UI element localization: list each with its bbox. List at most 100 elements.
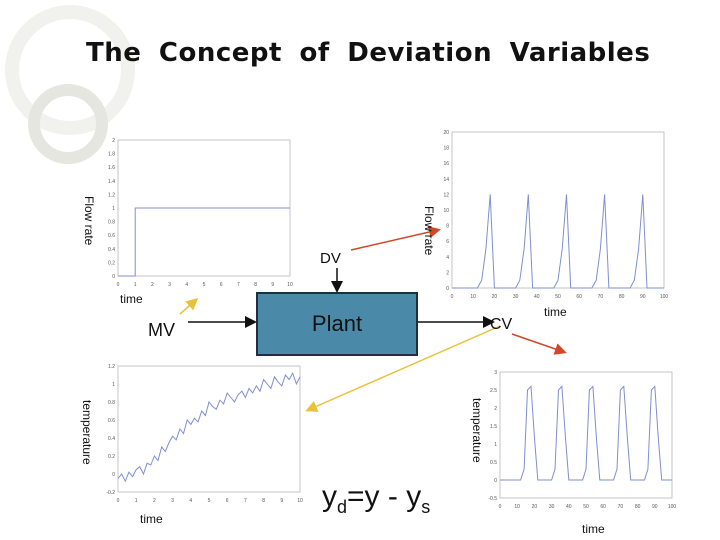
y-tick-label: 18: [443, 146, 449, 152]
mv-step-chart: 0 1 2 3 4 5 6 7 8 9 10 0 0.2 0.4 0.6 0.8 1 1.2 1.4 1.6 1.8 2: [108, 138, 293, 288]
y-tick-label: 1: [112, 382, 115, 388]
x-tick-label: 4: [185, 282, 188, 288]
x-tick-label: 10: [470, 294, 476, 300]
x-tick-label: 9: [280, 498, 283, 504]
x-tick-label: 40: [534, 294, 540, 300]
y-tick-label: 0: [112, 274, 115, 280]
x-tick-label: 80: [619, 294, 625, 300]
equation-mid: =y - y: [347, 480, 422, 513]
x-tick-label: 8: [254, 282, 257, 288]
x-tick-label: 70: [618, 504, 624, 510]
y-tick-label: 0: [446, 286, 449, 292]
temperature-label-right: temperature: [470, 398, 484, 463]
y-tick-label: 1.2: [108, 192, 115, 198]
time-label-mv: time: [120, 292, 143, 306]
series-line-dv_pulses: [452, 194, 664, 289]
x-tick-label: 60: [576, 294, 582, 300]
x-tick-label: 7: [244, 498, 247, 504]
plot-frame-3: [499, 371, 673, 499]
x-tick-label: 20: [532, 504, 538, 510]
x-tick-label: 80: [635, 504, 641, 510]
equation-sub-s: s: [421, 497, 431, 517]
decorative-ring-small: [28, 84, 108, 164]
flow-rate-label-left: Flow rate: [82, 196, 96, 246]
cv-label: CV: [490, 316, 513, 333]
x-tick-label: 90: [652, 504, 658, 510]
y-tick-label: 2.5: [490, 388, 497, 394]
x-tick-label: 0: [117, 498, 120, 504]
decorative-ring-large: [5, 5, 135, 135]
x-tick-label: 3: [168, 282, 171, 288]
x-tick-label: 6: [226, 498, 229, 504]
y-tick-label: 1: [494, 442, 497, 448]
x-tick-label: 1: [134, 282, 137, 288]
y-tick-label: 0.6: [108, 418, 115, 424]
x-tick-label: 10: [287, 282, 293, 288]
plant-label: Plant: [311, 311, 363, 336]
y-tick-label: 2: [112, 138, 115, 144]
cv-response-chart: 0 1 2 3 4 5 6 7 8 9 10-0.200.20.40.60.811.2: [106, 364, 303, 504]
y-tick-label: 16: [443, 161, 449, 167]
x-tick-label: 60: [600, 504, 606, 510]
x-tick-label: 5: [203, 282, 206, 288]
mv-label: MV: [148, 320, 175, 340]
y-tick-label: 0: [494, 478, 497, 484]
y-tick-label: 1.6: [108, 165, 115, 171]
x-tick-label: 6: [220, 282, 223, 288]
y-tick-label: 0.2: [108, 260, 115, 266]
y-tick-label: -0.5: [488, 496, 497, 502]
series-line-cv_deviation: [500, 385, 672, 481]
y-tick-label: 3: [494, 370, 497, 376]
x-tick-label: 1: [135, 498, 138, 504]
series-line-cv_response_noisy: [117, 371, 301, 483]
x-tick-label: 3: [171, 498, 174, 504]
plot-frame-2: [117, 365, 301, 493]
deviation-equation: yd=y - ys: [322, 480, 430, 518]
y-tick-label: 1: [112, 206, 115, 212]
x-tick-label: 100: [668, 504, 677, 510]
cv-deviation-chart: 0 10 20 30 40 50 60 70 80 90 100-0.500.511.522.53: [488, 370, 677, 510]
y-tick-label: -0.2: [106, 490, 115, 496]
time-label-dv: time: [544, 305, 567, 319]
y-tick-label: 4: [446, 255, 449, 261]
y-tick-label: 0: [112, 472, 115, 478]
y-tick-label: 0.2: [108, 454, 115, 460]
x-tick-label: 30: [513, 294, 519, 300]
y-tick-label: 6: [446, 239, 449, 245]
y-tick-label: 8: [446, 224, 449, 230]
x-tick-label: 7: [237, 282, 240, 288]
y-tick-label: 12: [443, 192, 449, 198]
y-tick-label: 0.8: [108, 220, 115, 226]
x-tick-label: 0: [451, 294, 454, 300]
x-tick-label: 20: [492, 294, 498, 300]
x-tick-label: 9: [271, 282, 274, 288]
equation-sub-d: d: [337, 497, 348, 517]
x-tick-label: 10: [297, 498, 303, 504]
plant-block: Plant: [256, 292, 418, 356]
x-tick-label: 2: [153, 498, 156, 504]
x-tick-label: 10: [514, 504, 520, 510]
time-label-cv: time: [140, 512, 163, 526]
plot-frame-1: [451, 131, 665, 289]
x-tick-label: 90: [640, 294, 646, 300]
y-tick-label: 10: [443, 208, 449, 214]
series-line-mv_step: [118, 207, 290, 277]
y-tick-label: 0.8: [108, 400, 115, 406]
x-tick-label: 70: [598, 294, 604, 300]
flow-rate-label-right: Flow rate: [422, 206, 436, 256]
temperature-label-left: temperature: [80, 400, 94, 465]
y-tick-label: 0.4: [108, 436, 115, 442]
y-tick-label: 1.4: [108, 179, 115, 185]
x-tick-label: 30: [549, 504, 555, 510]
x-tick-label: 8: [262, 498, 265, 504]
y-tick-label: 14: [443, 177, 449, 183]
y-tick-label: 2: [494, 406, 497, 412]
y-tick-label: 0.5: [490, 460, 497, 466]
x-tick-label: 5: [208, 498, 211, 504]
y-tick-label: 1.5: [490, 424, 497, 430]
y-tick-label: 1.8: [108, 152, 115, 158]
y-tick-label: 2: [446, 270, 449, 276]
x-tick-label: 2: [151, 282, 154, 288]
x-tick-label: 40: [566, 504, 572, 510]
